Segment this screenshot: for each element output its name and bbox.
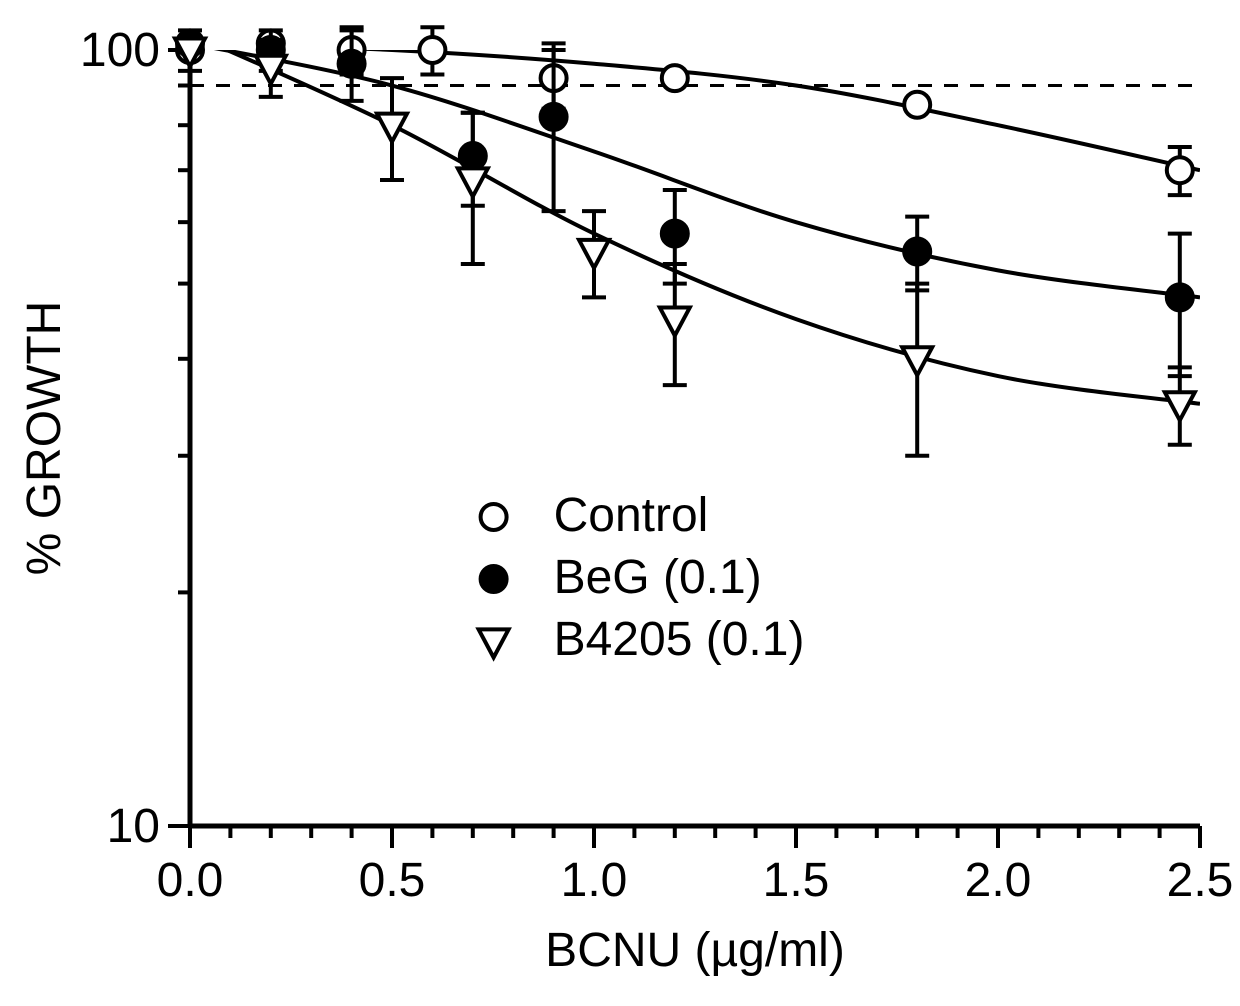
y-axis-label: % GROWTH [18,301,71,576]
growth-chart: 0.0 0.5 1.0 1.5 2.0 2.5 10 100 BCNU (µg/ml) % GRO… [0,0,1240,1006]
x-tick-label: 2.0 [965,854,1032,907]
y-tick-label: 10 [107,800,160,853]
x-tick-label: 0.5 [359,854,426,907]
data-marker [481,504,507,530]
series-curve [190,43,1200,297]
data-marker [904,92,930,118]
series-2 [175,38,1195,455]
data-marker [339,51,365,77]
x-tick-label: 1.0 [561,854,628,907]
data-marker [904,238,930,264]
chart-container: 0.0 0.5 1.0 1.5 2.0 2.5 10 100 BCNU (µg/ml) % GRO… [0,0,1240,1006]
data-marker [481,566,507,592]
data-marker [541,104,567,130]
data-marker [458,168,488,196]
series-curve [190,34,1200,404]
legend-label: B4205 (0.1) [554,613,805,666]
data-marker [479,629,509,657]
data-marker [660,308,690,336]
data-marker [419,37,445,63]
data-marker [377,114,407,142]
legend-label: Control [554,489,709,542]
x-tick-label: 2.5 [1167,854,1234,907]
series-0 [177,27,1193,195]
x-tick-label: 0.0 [157,854,224,907]
data-marker [1167,157,1193,183]
x-tick-label: 1.5 [763,854,830,907]
data-marker [579,240,609,268]
data-marker [1167,284,1193,310]
x-axis-label: BCNU (µg/ml) [545,924,845,977]
data-marker [662,221,688,247]
y-tick-label: 100 [80,24,160,77]
data-marker [1165,392,1195,420]
data-marker [662,65,688,91]
legend: Control BeG (0.1) B4205 (0.1) [479,489,805,666]
legend-label: BeG (0.1) [554,551,762,604]
